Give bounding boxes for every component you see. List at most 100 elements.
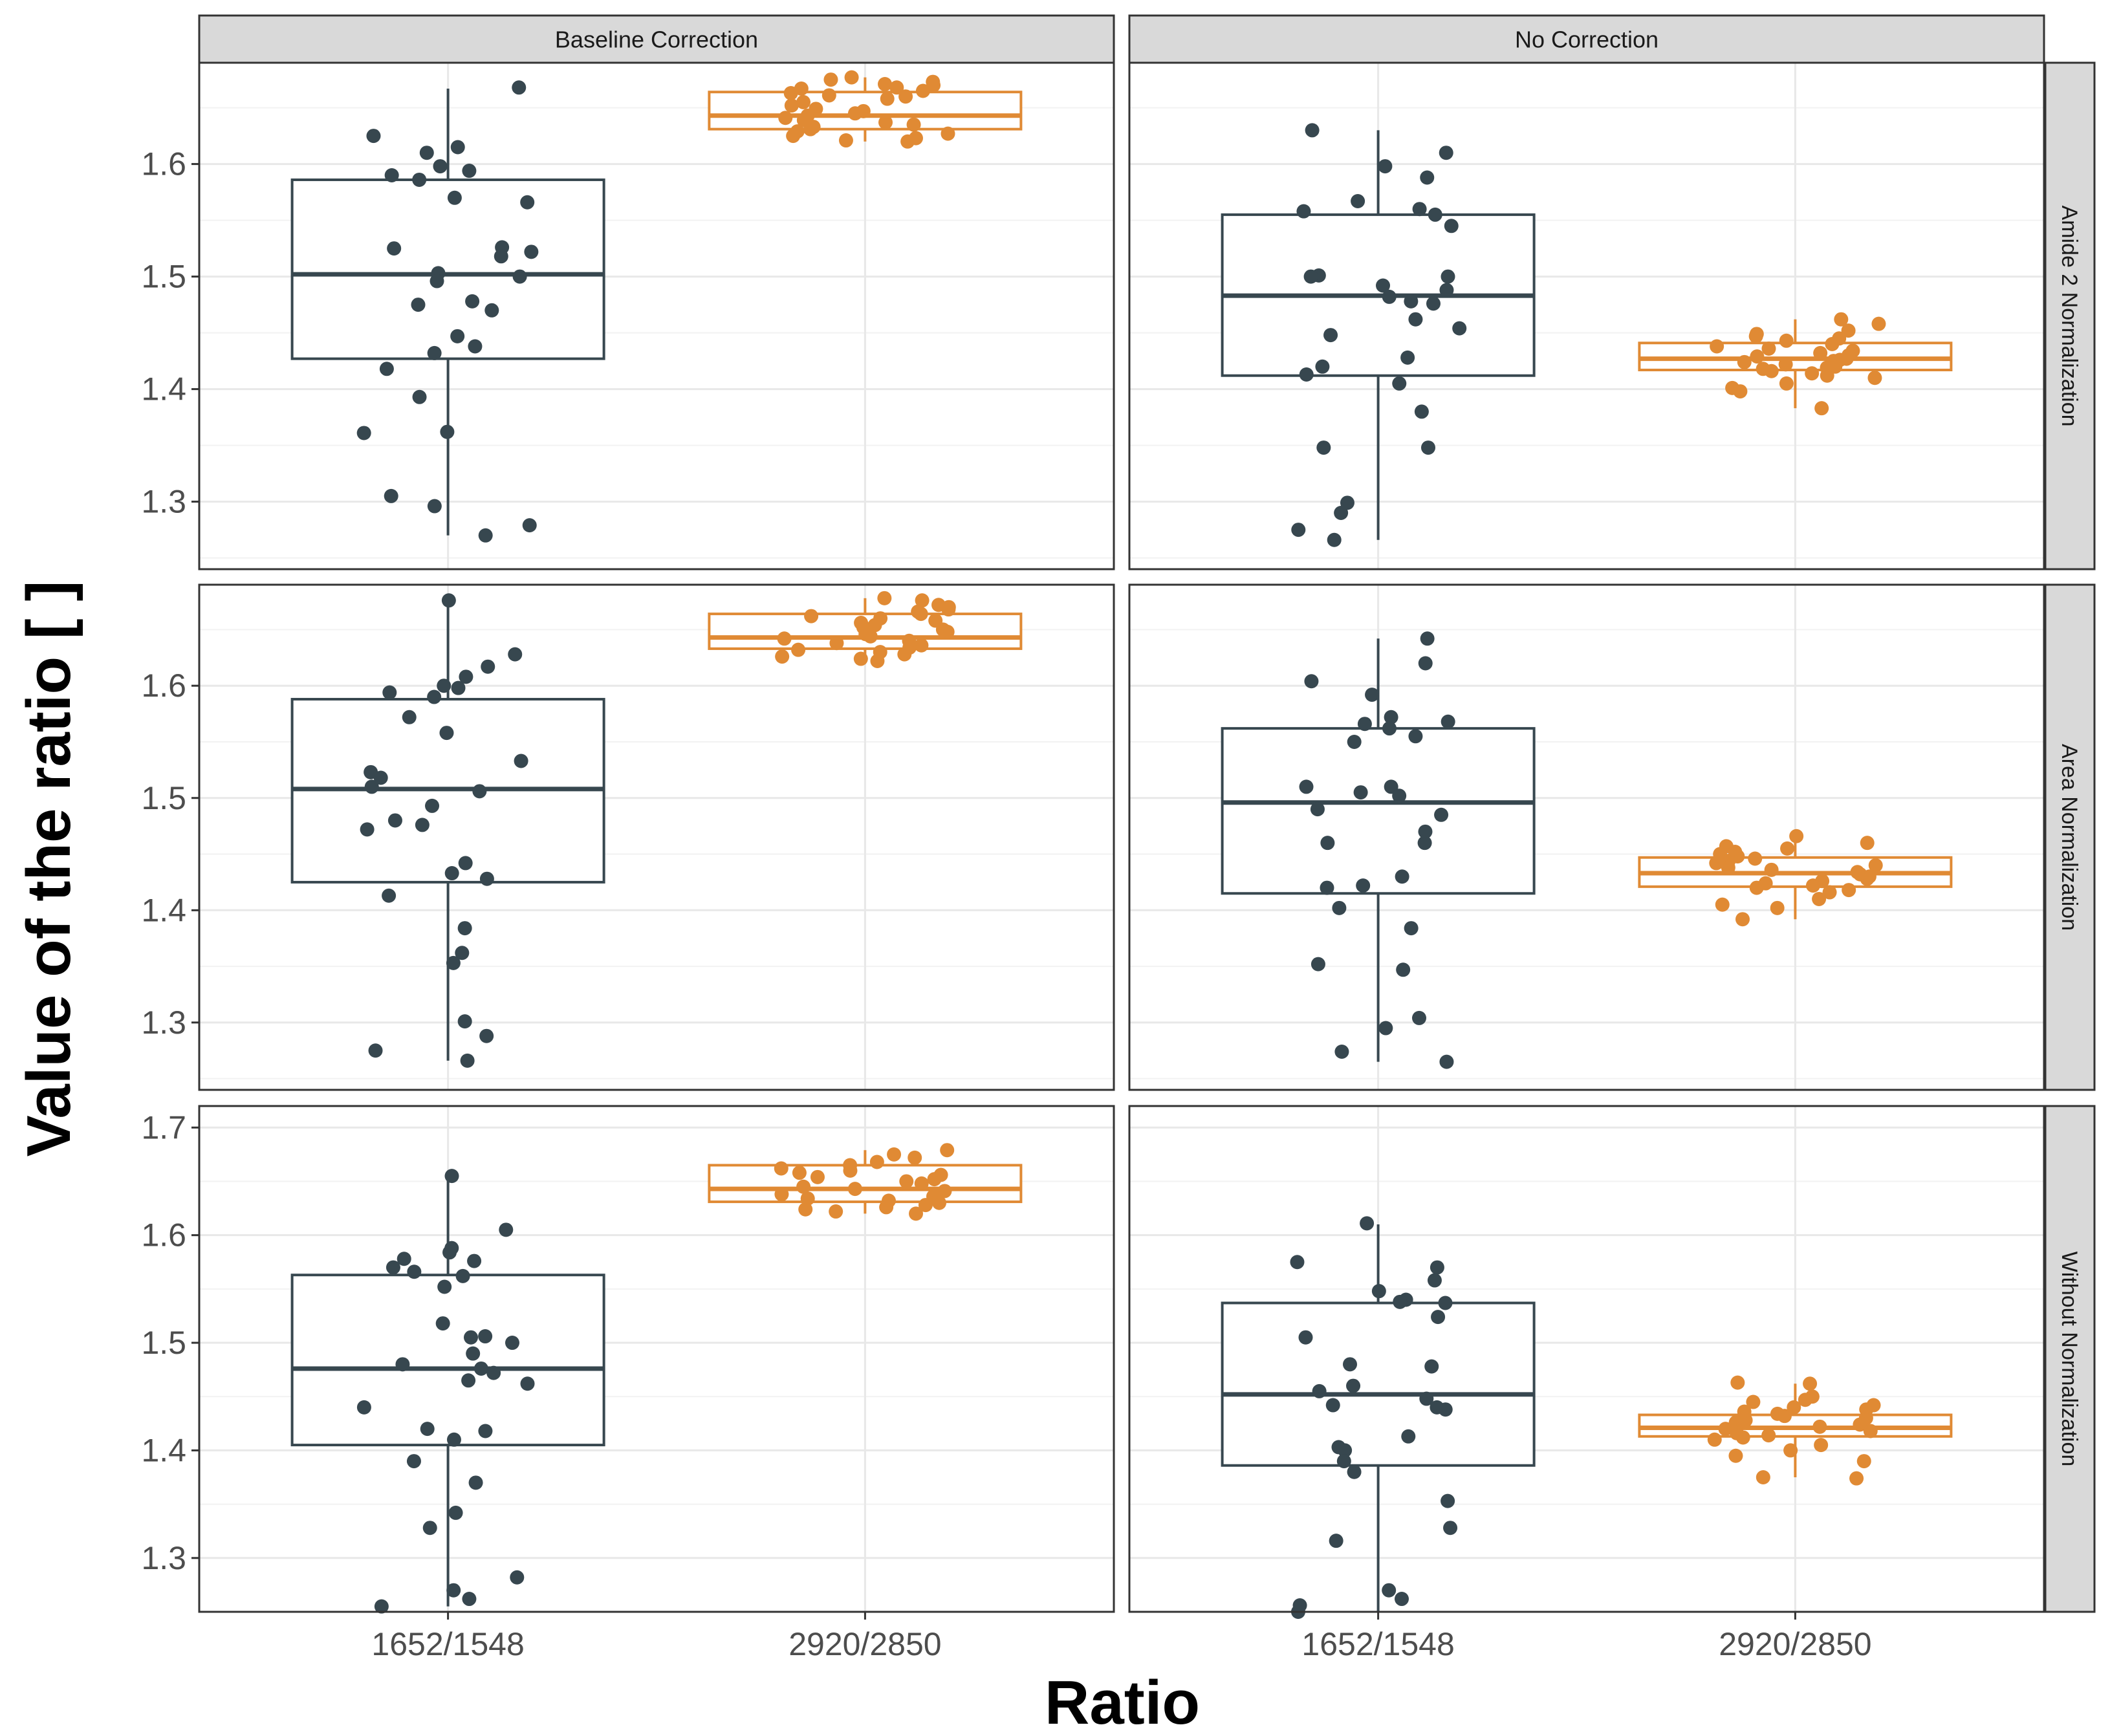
data-point [1841,323,1856,338]
y-tick-label: 1.5 [141,780,186,816]
data-point [878,115,893,130]
data-point [844,70,859,85]
data-point [524,244,539,259]
data-point [829,636,844,651]
data-point [437,1279,452,1294]
data-point [915,83,930,98]
data-point [364,779,379,794]
data-point [1789,829,1804,843]
data-point [451,680,466,695]
y-tick-label: 1.3 [141,1540,186,1576]
data-point [1814,401,1829,416]
data-point [384,488,398,503]
data-point [462,1592,477,1607]
data-point [1871,316,1886,331]
data-point [1418,824,1433,839]
data-point [1737,354,1752,369]
data-point [447,190,462,205]
data-point [1312,1383,1327,1398]
y-tick-label: 1.5 [141,259,186,295]
data-point [450,140,465,155]
data-point [1779,376,1794,391]
data-point [774,1187,789,1202]
data-point [774,1161,789,1176]
data-point [478,528,493,543]
data-point [914,1176,929,1191]
data-point [853,651,868,666]
y-tick-label: 1.6 [141,667,186,704]
data-point [439,726,454,741]
data-point [1710,339,1724,354]
data-point [1427,1273,1442,1288]
data-point [1709,856,1724,871]
data-point [422,1521,437,1535]
data-point [1420,170,1435,185]
panel-amide-2-normalization-baseline-correction [198,61,1115,570]
box-iqr [708,1164,1023,1204]
boxplot-1652-1548 [290,1169,605,1614]
strip-area-normalization [2044,583,2096,1091]
data-point [880,91,895,106]
data-point [869,1155,884,1169]
data-point [940,624,955,639]
data-point [1860,836,1875,851]
data-point [1417,836,1432,851]
data-point [1780,841,1795,856]
boxplot-1652-1548 [290,80,605,543]
data-point [777,631,792,646]
data-point [1439,146,1453,160]
data-point [386,1260,400,1275]
data-point [468,1475,483,1490]
data-point [1812,891,1827,906]
data-point [457,921,472,936]
data-point [427,345,442,360]
data-point [1378,159,1393,174]
data-point [356,426,371,440]
data-point [441,593,456,608]
data-point [455,1268,470,1283]
data-point [1357,717,1372,732]
data-point [1320,880,1334,895]
boxplot-2920-2850 [1638,829,1953,927]
data-point [1356,878,1371,893]
data-point [479,871,494,886]
data-point [520,1376,535,1391]
data-point [1443,1521,1458,1535]
data-point [1812,1419,1827,1434]
data-point [420,1422,435,1437]
strip-label-baseline-correction: Baseline Correction [555,27,758,53]
data-point [791,642,806,657]
data-point [1733,384,1748,399]
data-point [1761,341,1776,356]
data-point [494,249,508,264]
data-point [465,294,480,309]
data-point [1334,506,1349,520]
data-point [889,80,904,95]
data-point [823,72,838,87]
x-tick-label: 2920/2850 [1719,1626,1871,1662]
data-point [1715,897,1730,912]
data-point [1393,1294,1408,1309]
data-point [1452,321,1467,336]
data-point [1868,858,1883,873]
data-point [510,1570,525,1585]
data-point [877,591,892,605]
data-point [1783,1443,1798,1458]
panel-area-normalization-no-correction [1128,583,2045,1091]
data-point [411,298,426,312]
data-point [1404,921,1419,936]
strip-label-no-correction: No Correction [1515,27,1659,53]
data-point [397,1252,411,1266]
data-point [1748,851,1763,866]
data-point [425,798,440,813]
strip-amide-2-normalization [2044,61,2096,570]
data-point [796,1179,811,1194]
data-point [1329,1534,1343,1548]
data-point [1340,495,1354,510]
data-point [467,1253,482,1268]
data-point [484,303,499,318]
data-point [379,362,394,376]
data-point [505,1336,519,1351]
data-point [514,754,528,768]
data-point [897,647,912,662]
